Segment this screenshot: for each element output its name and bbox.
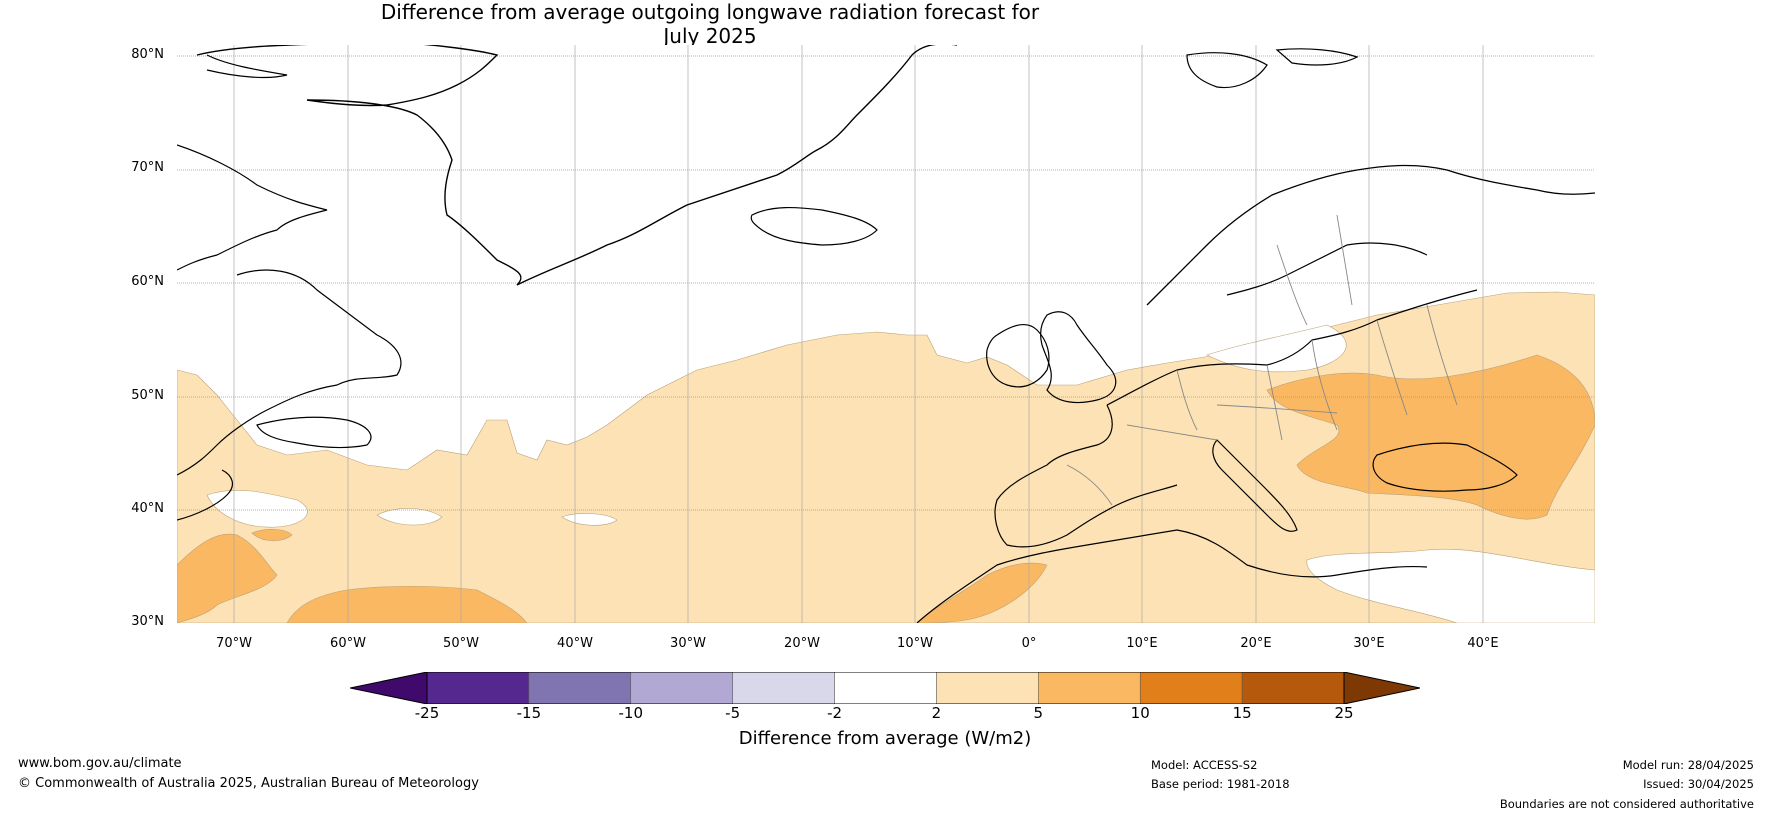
colorbar-extend-low bbox=[350, 672, 428, 704]
lat-label-70n: 70°N bbox=[131, 160, 164, 175]
lon-label-10w: 10°W bbox=[897, 636, 933, 651]
lon-label-10e: 10°E bbox=[1126, 636, 1158, 651]
colorbar-tick-label: 5 bbox=[1033, 704, 1044, 722]
base-period-text: Base period: 1981-2018 bbox=[1151, 777, 1290, 791]
anomaly-region-5-10 bbox=[286, 585, 528, 623]
graticule bbox=[177, 55, 1595, 511]
website-link[interactable]: www.bom.gov.au/climate bbox=[18, 756, 182, 771]
north-america-coastline bbox=[177, 469, 234, 521]
near-normal-region bbox=[1306, 548, 1595, 623]
near-normal-region bbox=[376, 508, 443, 526]
italy-coastline bbox=[1212, 439, 1298, 532]
greenland-coastline bbox=[206, 54, 288, 79]
colorbar-extend-high bbox=[1343, 672, 1420, 704]
lon-label-40e: 40°E bbox=[1467, 636, 1499, 651]
north-america-coastline bbox=[177, 269, 402, 476]
near-normal-region bbox=[206, 490, 308, 528]
svalbard-coastline bbox=[1275, 48, 1359, 66]
british-isles-coastline bbox=[986, 323, 1050, 388]
europe-coastline bbox=[1106, 289, 1478, 406]
lon-label-50w: 50°W bbox=[443, 636, 479, 651]
colorbar-segment bbox=[936, 672, 1039, 704]
colorbar-tick-label: 10 bbox=[1130, 704, 1150, 722]
colorbar-segment bbox=[630, 672, 733, 704]
north-america-coastline bbox=[177, 144, 328, 271]
near-normal-region bbox=[1206, 324, 1347, 373]
lat-label-50n: 50°N bbox=[131, 388, 164, 403]
lat-label-40n: 40°N bbox=[131, 501, 164, 516]
disclaimer-text: Boundaries are not considered authoritat… bbox=[1499, 797, 1754, 811]
colorbar-tick-label: 2 bbox=[931, 704, 942, 722]
model-text: Model: ACCESS-S2 bbox=[1151, 758, 1258, 772]
colorbar-tick-label: -10 bbox=[618, 704, 644, 722]
colorbar-segment bbox=[834, 672, 937, 704]
lat-label-60n: 60°N bbox=[131, 274, 164, 289]
lon-label-30e: 30°E bbox=[1353, 636, 1385, 651]
colorbar-tick-label: -15 bbox=[516, 704, 542, 722]
lon-label-20w: 20°W bbox=[784, 636, 820, 651]
lat-label-30n: 30°N bbox=[131, 614, 164, 629]
lat-label-80n: 80°N bbox=[131, 47, 164, 62]
colorbar-tick-label: -2 bbox=[827, 704, 843, 722]
svalbard-coastline bbox=[1186, 52, 1268, 89]
colorbar-segment bbox=[1139, 672, 1243, 704]
graticule bbox=[233, 45, 1484, 623]
north-america-coastline bbox=[256, 416, 372, 449]
anomaly-region-5-10 bbox=[177, 533, 278, 623]
lon-label-70w: 70°W bbox=[216, 636, 252, 651]
colorbar-title: Difference from average (W/m2) bbox=[738, 728, 1032, 749]
model-run-text: Model run: 28/04/2025 bbox=[1622, 758, 1754, 772]
british-isles-coastline bbox=[1040, 311, 1117, 404]
map-panel bbox=[177, 45, 1595, 623]
country-borders bbox=[1066, 214, 1458, 506]
lon-label-0: 0° bbox=[1021, 636, 1037, 651]
chart-title: Difference from average outgoing longwav… bbox=[380, 0, 1040, 48]
greenland-coastline bbox=[196, 45, 957, 286]
anomaly-region-5-10 bbox=[251, 529, 293, 542]
colorbar-segment bbox=[426, 672, 530, 704]
north-africa-coastline bbox=[916, 529, 1428, 623]
scandinavia-coastline bbox=[1226, 242, 1428, 296]
colorbar-segment bbox=[1241, 672, 1345, 704]
issued-text: Issued: 30/04/2025 bbox=[1643, 777, 1754, 791]
iceland-coastline bbox=[750, 206, 878, 246]
lon-label-60w: 60°W bbox=[330, 636, 366, 651]
black-sea-coastline bbox=[1372, 442, 1518, 492]
europe-coastline bbox=[994, 404, 1178, 548]
colorbar-segment bbox=[528, 672, 632, 704]
colorbar-tick-label: -5 bbox=[725, 704, 741, 722]
colorbar-tick-label: 25 bbox=[1334, 704, 1354, 722]
colorbar-segment bbox=[732, 672, 835, 704]
colorbar-segment bbox=[1038, 672, 1141, 704]
colorbar-tick-label: -25 bbox=[414, 704, 440, 722]
colorbar bbox=[350, 672, 1420, 704]
copyright-text: © Commonwealth of Australia 2025, Austra… bbox=[18, 776, 479, 791]
scandinavia-coastline bbox=[1146, 164, 1595, 306]
lon-label-30w: 30°W bbox=[670, 636, 706, 651]
near-normal-region bbox=[561, 513, 618, 526]
lon-label-40w: 40°W bbox=[557, 636, 593, 651]
colorbar-tick-label: 15 bbox=[1232, 704, 1252, 722]
anomaly-region-5-10 bbox=[916, 562, 1048, 623]
lon-label-20e: 20°E bbox=[1240, 636, 1272, 651]
anomaly-region-2-5 bbox=[177, 291, 1595, 623]
